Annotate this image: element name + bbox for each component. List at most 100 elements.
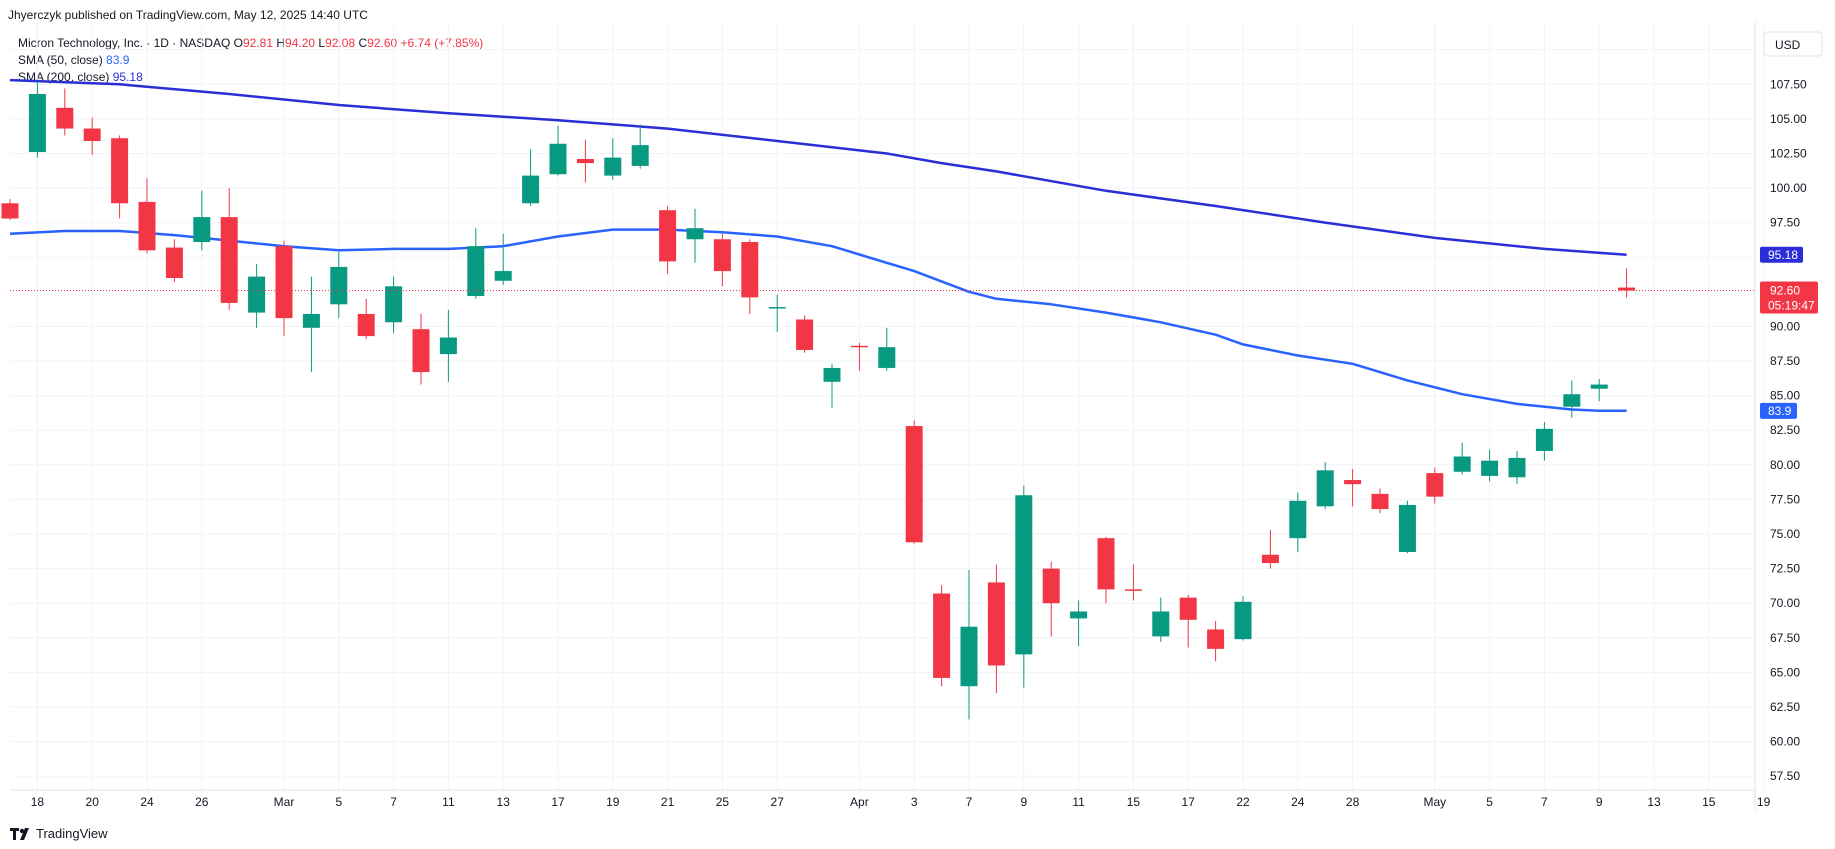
sma50-label: SMA (50, close) (18, 53, 103, 67)
candle-body (1179, 597, 1197, 620)
time-tick-label: 28 (1346, 795, 1360, 809)
sma50-value: 83.9 (106, 53, 130, 67)
candle (1508, 450, 1526, 485)
candle-body (111, 138, 129, 204)
time-tick-label: 7 (1541, 795, 1548, 809)
candle-body (659, 210, 677, 262)
price-tick-label: 97.50 (1770, 216, 1800, 230)
currency-box[interactable]: USD (1763, 31, 1823, 57)
time-tick-label: 7 (966, 795, 973, 809)
time-tick-label: 11 (1072, 795, 1085, 809)
candle-body (631, 145, 649, 166)
price-tick-label: 67.50 (1770, 631, 1800, 645)
time-tick-label: 24 (140, 795, 154, 809)
publisher-caption: Jhyerczyk published on TradingView.com, … (8, 8, 368, 22)
candle (275, 240, 293, 337)
candle (1590, 379, 1608, 402)
candle-body (576, 158, 594, 164)
time-tick-label: 11 (442, 795, 455, 809)
candle (1289, 492, 1307, 552)
candle (576, 139, 594, 183)
candle-body (1289, 500, 1307, 539)
candle-body (1535, 428, 1553, 451)
candle-body (439, 337, 457, 355)
open-value: 92.81 (242, 36, 274, 50)
candle (357, 298, 375, 339)
candle (522, 149, 540, 207)
candle-body (1234, 601, 1252, 640)
candle (1152, 597, 1170, 642)
time-tick-label: 9 (1020, 795, 1027, 809)
candle (467, 228, 485, 299)
candle-body (83, 128, 101, 142)
ohlc-row: Micron Technology, Inc. · 1D · NASDAQ O9… (18, 35, 483, 52)
candle (1371, 488, 1389, 514)
price-tick-label: 72.50 (1770, 562, 1800, 576)
sma50-line (9, 228, 1627, 413)
candle-body (713, 239, 731, 272)
candle-body (193, 217, 211, 243)
time-tick-label: 17 (551, 795, 565, 809)
candle-body (823, 367, 841, 382)
candle (631, 124, 649, 169)
time-tick-label: 24 (1291, 795, 1305, 809)
sma50-axis-tag (1760, 402, 1797, 419)
time-tick-label: 9 (1596, 795, 1603, 809)
candle (823, 363, 841, 409)
price-tick-label: 102.50 (1770, 146, 1807, 160)
candle-body (412, 329, 430, 373)
time-tick-label: 5 (1486, 795, 1493, 809)
time-tick-label: 17 (1182, 795, 1196, 809)
candle (1618, 268, 1636, 298)
candle (1481, 449, 1499, 482)
time-axis[interactable]: 18 20 24 26 Mar 5 7 11 13 17 19 21 25 27 Apr 3 7 9 11 15 17 2… (31, 795, 1771, 809)
time-tick-label: 5 (335, 795, 342, 809)
candle (330, 251, 348, 319)
price-tick-label: 70.00 (1770, 596, 1800, 610)
time-tick-label: 26 (195, 795, 209, 809)
candle (549, 125, 567, 176)
time-tick-label: 20 (86, 795, 100, 809)
time-tick-label: May (1423, 795, 1446, 809)
candle (193, 190, 211, 251)
candle-body (1590, 384, 1608, 389)
time-tick-label: 19 (1757, 795, 1771, 809)
candle (1535, 421, 1553, 461)
candle (1015, 485, 1033, 688)
candle-body (1042, 568, 1060, 604)
time-tick-label: Apr (850, 795, 869, 809)
high-label: H (276, 36, 286, 50)
countdown-value: 05:19:47 (1768, 298, 1815, 312)
candle (604, 138, 622, 180)
candle-body (165, 247, 183, 278)
candle (1453, 442, 1471, 475)
candle-body (1453, 456, 1471, 472)
candle (138, 178, 156, 254)
candle-body (1015, 495, 1033, 655)
candle (741, 239, 759, 314)
sma200-line (9, 78, 1627, 257)
price-tick-label: 100.00 (1770, 181, 1807, 195)
sma50-legend[interactable]: SMA (50, close) 83.9 (18, 52, 483, 69)
low-value: 92.08 (325, 36, 356, 50)
symbol-name: Micron Technology, Inc. · 1D · NASDAQ (18, 36, 231, 50)
candle (1070, 600, 1088, 647)
candle-body (686, 228, 704, 240)
candle (111, 135, 129, 219)
candle (987, 564, 1005, 694)
time-tick-label: 27 (771, 795, 785, 809)
candle-body (1563, 394, 1581, 407)
time-tick-label: 13 (1647, 795, 1661, 809)
price-tick-label: 80.00 (1770, 458, 1800, 472)
low-label: L (318, 36, 326, 50)
candle (933, 585, 951, 687)
price-tick-label: 62.50 (1770, 700, 1800, 714)
sma-lines (9, 78, 1627, 413)
candle-body (1097, 538, 1115, 590)
candle-body (138, 201, 156, 251)
price-tick-label: 57.50 (1770, 769, 1800, 783)
candle (83, 117, 101, 155)
candle (302, 276, 320, 373)
